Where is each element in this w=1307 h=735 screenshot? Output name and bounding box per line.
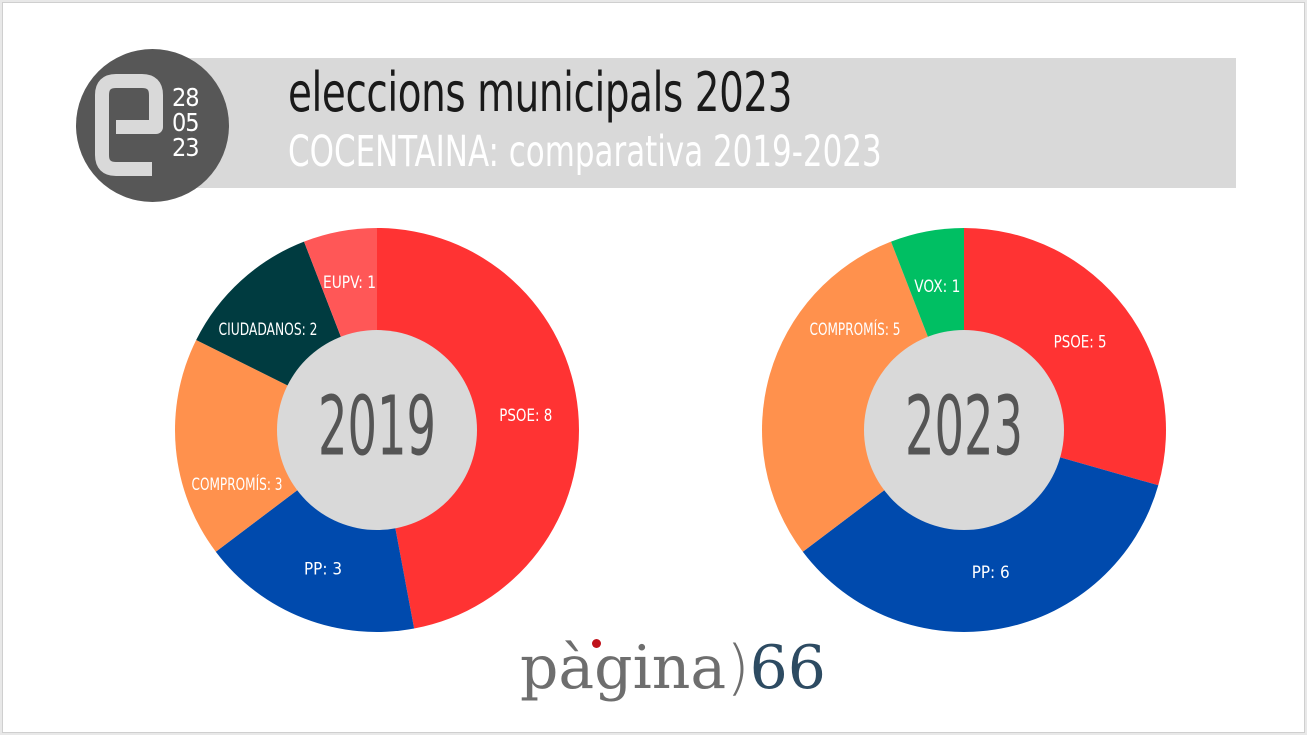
page-subtitle: COCENTAINA: comparativa 2019-2023 xyxy=(288,127,882,177)
logo-letter-e xyxy=(95,74,163,176)
slice-pp xyxy=(802,430,1159,633)
donut-hole xyxy=(277,330,477,530)
slice-label-vox: VOX: 1 xyxy=(914,277,960,297)
slice-label-compromis: COMPROMÍS: 5 xyxy=(810,318,901,340)
slice-label-ciudadanos: CIUDADANOS: 2 xyxy=(219,320,318,340)
slice-psoe xyxy=(377,228,579,629)
brand-bracket: ) xyxy=(726,633,750,703)
slice-label-compromis: COMPROMÍS: 3 xyxy=(192,473,283,495)
slice-label-pp: PP: 3 xyxy=(304,559,342,579)
donut-chart-2023: PSOE: 5 PP: 6 COMPROMÍS: 5 VOX: 1 2023 xyxy=(762,228,1167,633)
center-year-label: 2019 xyxy=(318,379,436,474)
logo-date-year: 23 xyxy=(172,133,200,162)
page-title: eleccions municipals 2023 xyxy=(288,61,793,124)
slice-label-psoe: PSOE: 8 xyxy=(499,406,552,426)
brand-logo: pàgina)66 xyxy=(520,628,826,708)
donut-hole xyxy=(864,330,1064,530)
donut-chart-2019: PSOE: 8 PP: 3 COMPROMÍS: 3 CIUDADANOS: 2 EUP… xyxy=(175,228,579,632)
election-logo: 28 05 23 xyxy=(76,49,229,202)
brand-dot-icon xyxy=(592,639,601,648)
logo-date-day: 28 xyxy=(172,83,200,112)
slice-label-pp: PP: 6 xyxy=(972,563,1010,583)
slice-label-eupv: EUPV: 1 xyxy=(323,273,376,293)
header-banner xyxy=(123,58,1236,188)
slice-compromis xyxy=(762,241,964,552)
center-year-label: 2023 xyxy=(905,379,1023,474)
brand-number: 66 xyxy=(749,633,826,703)
logo-date-month: 05 xyxy=(172,108,200,137)
brand-word: pàgina xyxy=(520,633,727,703)
logo-date: 28 05 23 xyxy=(172,83,200,162)
slice-compromis xyxy=(175,339,377,552)
slice-label-psoe: PSOE: 5 xyxy=(1054,332,1107,352)
